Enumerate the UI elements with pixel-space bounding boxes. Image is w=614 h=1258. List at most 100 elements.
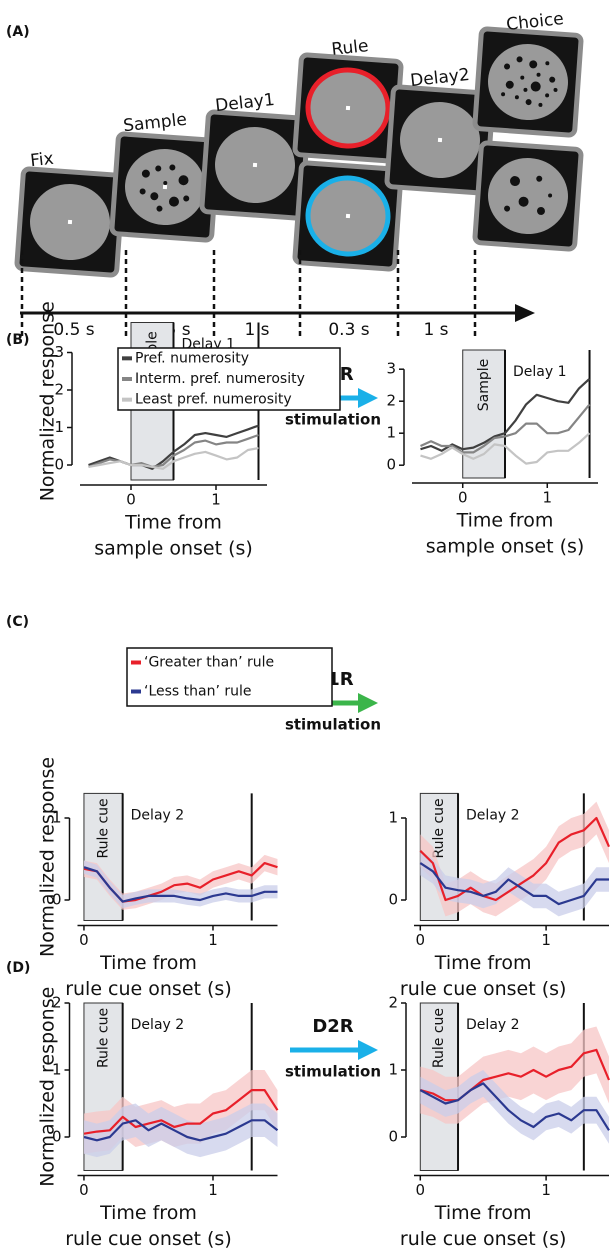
data-line (420, 403, 591, 454)
x-tick-label: 1 (208, 931, 218, 949)
data-line (420, 432, 591, 465)
period-label: Delay 2 (466, 807, 520, 823)
y-tick-label: 1 (52, 1061, 62, 1079)
data-line (88, 447, 259, 470)
stimulus-dot (520, 75, 525, 80)
x-tick-label: 0 (79, 931, 89, 949)
x-tick-label: 1 (542, 489, 552, 507)
period-label: Delay 1 (513, 364, 567, 380)
y-tick-label: 1 (54, 418, 64, 436)
screen (14, 166, 126, 278)
stimulus-dot (504, 205, 511, 212)
stimulation-arrow-head (358, 388, 378, 408)
epoch-label: Fix (29, 149, 54, 171)
stimulus-dot (545, 93, 550, 98)
stimulus-dot (536, 72, 541, 77)
stimulation-label: stimulation (285, 411, 381, 429)
data-line (419, 862, 609, 906)
panel-label: (C) (6, 614, 29, 630)
y-axis-label: Normalized response (37, 757, 59, 957)
fixation-point (437, 137, 443, 143)
y-tick-label: 0 (386, 456, 396, 474)
y-tick-label: 1 (388, 809, 398, 827)
x-tick-label: 1 (211, 491, 221, 509)
epoch-label: Delay1 (214, 90, 275, 116)
y-tick-label: 2 (386, 392, 396, 410)
x-axis-label: Time from (124, 512, 222, 534)
stimulus-dot (504, 63, 511, 70)
screen (292, 52, 404, 164)
duration-label: 0.3 s (328, 320, 369, 340)
shade-label: Rule cue (95, 798, 111, 858)
epoch-label: Delay2 (409, 65, 470, 91)
duration-label: 0.5 s (53, 320, 94, 340)
x-axis-label: Time from (99, 1202, 197, 1224)
stimulus-dot (156, 205, 163, 212)
x-axis-label: Time from (434, 1202, 532, 1224)
x-tick-label: 0 (416, 931, 426, 949)
error-band (420, 1070, 609, 1144)
y-tick-label: 0 (52, 1128, 62, 1146)
stimulus-dot (523, 87, 528, 92)
legend-box (117, 347, 341, 411)
x-axis-label: rule cue onset (s) (65, 978, 232, 1000)
screen (472, 140, 584, 252)
stimulus-dot (505, 80, 514, 89)
y-tick-label: 2 (388, 994, 398, 1012)
y-axis-label: Normalized response (37, 301, 59, 501)
stimulus-dot (518, 196, 529, 207)
data-line (420, 1048, 611, 1102)
data-line (83, 1089, 279, 1135)
y-tick-label: 1 (52, 809, 62, 827)
legend-label: Interm. pref. numerosity (135, 371, 305, 387)
shade-label: Rule cue (431, 1008, 447, 1068)
data-line (88, 433, 259, 468)
error-band (83, 860, 278, 909)
stimulus-dot (141, 169, 150, 178)
stimulus-dot (516, 56, 523, 63)
stimulus-dot (536, 206, 545, 215)
x-tick-label: 1 (541, 931, 551, 949)
screen-disc (488, 157, 568, 235)
stimulation-arrow-head (358, 693, 378, 713)
fixation-point (345, 105, 351, 111)
x-tick-label: 0 (458, 489, 468, 507)
stimulus-dot (150, 192, 159, 201)
y-tick-label: 3 (54, 343, 64, 361)
y-tick-label: 0 (52, 891, 62, 909)
epoch-label: Sample (122, 110, 187, 137)
stimulation-arrow-head (358, 1040, 378, 1060)
stimulus-dot (169, 164, 176, 171)
period-label: Delay 2 (131, 807, 185, 823)
y-tick-label: 3 (386, 360, 396, 378)
stimulus-dot (538, 102, 543, 107)
screen (109, 131, 221, 243)
stimulus-dot (545, 61, 550, 66)
x-tick-label: 1 (541, 1181, 551, 1199)
epoch-label: Choice (505, 9, 564, 35)
stimulus-dot (183, 195, 190, 202)
x-axis-label: Time from (456, 510, 554, 532)
x-axis-label: rule cue onset (s) (65, 1228, 232, 1250)
stimulus-dot (548, 193, 553, 198)
panel-label: (D) (6, 960, 30, 976)
stimulus-dot (549, 76, 556, 83)
x-tick-label: 1 (208, 1181, 218, 1199)
legend-box (126, 647, 333, 707)
stimulus-dot (530, 81, 541, 92)
y-tick-label: 1 (386, 424, 396, 442)
stimulus-dot (163, 181, 168, 186)
shade-label: Sample (476, 359, 492, 412)
y-tick-label: 2 (54, 381, 64, 399)
screen (292, 160, 404, 272)
fixation-point (67, 219, 73, 225)
x-axis-label: sample onset (s) (94, 538, 253, 560)
error-band (83, 1103, 278, 1158)
shade-label: Rule cue (95, 1008, 111, 1068)
period-label: Delay 2 (131, 1017, 185, 1033)
y-tick-label: 0 (388, 1128, 398, 1146)
y-axis-label: Normalized response (37, 987, 59, 1187)
x-axis-label: rule cue onset (s) (400, 1228, 567, 1250)
stimulus-dot (536, 175, 543, 182)
time-arrow-head (515, 304, 535, 322)
